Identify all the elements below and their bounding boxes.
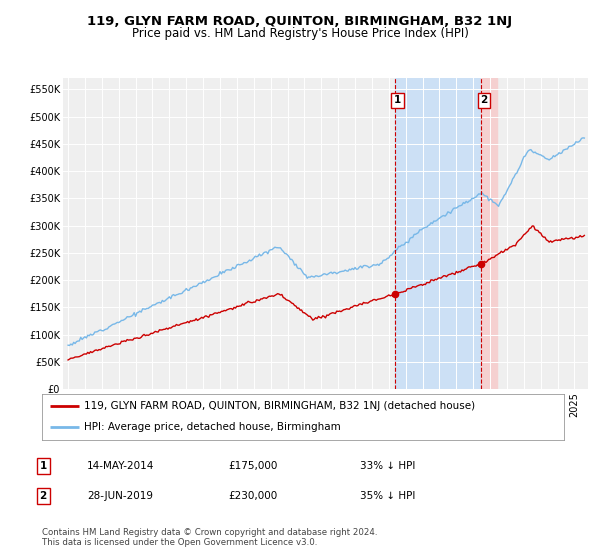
Bar	[481, 78, 497, 389]
Text: 14-MAY-2014: 14-MAY-2014	[87, 461, 154, 471]
Text: 1: 1	[394, 95, 401, 105]
Text: Price paid vs. HM Land Registry's House Price Index (HPI): Price paid vs. HM Land Registry's House …	[131, 27, 469, 40]
Text: £230,000: £230,000	[228, 491, 277, 501]
Text: 119, GLYN FARM ROAD, QUINTON, BIRMINGHAM, B32 1NJ: 119, GLYN FARM ROAD, QUINTON, BIRMINGHAM…	[88, 15, 512, 27]
Text: 33% ↓ HPI: 33% ↓ HPI	[360, 461, 415, 471]
Text: £175,000: £175,000	[228, 461, 277, 471]
Bar	[395, 78, 481, 389]
Text: 2: 2	[481, 95, 488, 105]
Text: 1: 1	[40, 461, 47, 471]
Text: Contains HM Land Registry data © Crown copyright and database right 2024.
This d: Contains HM Land Registry data © Crown c…	[42, 528, 377, 547]
Text: 28-JUN-2019: 28-JUN-2019	[87, 491, 153, 501]
Text: 2: 2	[40, 491, 47, 501]
Text: 35% ↓ HPI: 35% ↓ HPI	[360, 491, 415, 501]
Text: HPI: Average price, detached house, Birmingham: HPI: Average price, detached house, Birm…	[84, 422, 341, 432]
Text: 119, GLYN FARM ROAD, QUINTON, BIRMINGHAM, B32 1NJ (detached house): 119, GLYN FARM ROAD, QUINTON, BIRMINGHAM…	[84, 401, 475, 411]
